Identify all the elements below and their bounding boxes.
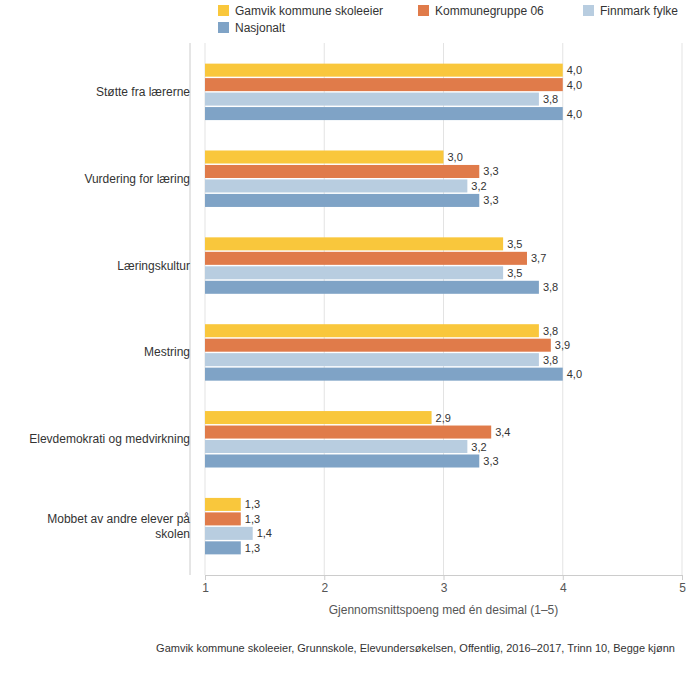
data-label: 3,8 xyxy=(543,93,558,105)
bar xyxy=(205,266,503,279)
data-label: 3,5 xyxy=(507,267,522,279)
grid xyxy=(205,43,682,575)
bar xyxy=(205,454,479,467)
chart: 1 2 3 4 5 Støtte fra lærerne Vurdering for lær… xyxy=(0,0,700,680)
bar xyxy=(205,541,241,554)
category-label: Mobbet av andre elever påskolen xyxy=(47,512,190,541)
tick-mark xyxy=(563,575,564,580)
bar xyxy=(205,64,563,77)
data-label: 3,2 xyxy=(471,180,486,192)
data-label: 4,0 xyxy=(567,79,582,91)
axis-title: Gjennomsnittspoeng med én desimal (1–5) xyxy=(329,603,558,617)
tick-mark xyxy=(324,575,325,580)
legend-swatch xyxy=(418,5,429,16)
data-label: 1,3 xyxy=(245,513,260,525)
bar xyxy=(205,368,563,381)
grid-line xyxy=(443,43,444,575)
legend-swatch xyxy=(218,22,229,33)
legend-swatch xyxy=(218,5,229,16)
category-label: Støtte fra lærerne xyxy=(96,85,190,99)
legend-label: Finnmark fylke xyxy=(600,4,678,18)
grid-line xyxy=(562,43,563,575)
bar xyxy=(205,411,432,424)
data-labels: 4,0 3,0 3,5 3,8 2,9 1,3 4,0 3,3 3,7 3,9 3,4 1,3 3,8 3… xyxy=(245,64,582,554)
axis-line xyxy=(206,576,683,581)
data-label: 3,8 xyxy=(543,281,558,293)
grid-line xyxy=(205,43,206,575)
legend: Gamvik kommune skoleeier Kommunegruppe 06… xyxy=(218,4,678,35)
data-label: 3,4 xyxy=(495,426,510,438)
tick-mark xyxy=(682,575,683,580)
grid-line xyxy=(682,43,683,575)
tick-mark xyxy=(205,575,206,580)
data-label: 3,7 xyxy=(531,252,546,264)
bar xyxy=(205,281,539,294)
data-label: 1,3 xyxy=(245,498,260,510)
tick: 3 xyxy=(441,575,448,595)
bar xyxy=(205,107,563,120)
bar xyxy=(205,324,539,337)
tick: 2 xyxy=(321,575,328,595)
tick-label: 1 xyxy=(202,581,209,595)
bar xyxy=(205,93,539,106)
bar xyxy=(205,165,479,178)
tick-label: 2 xyxy=(321,581,328,595)
bar xyxy=(205,498,241,511)
bar xyxy=(205,527,253,540)
data-label: 3,3 xyxy=(483,194,498,206)
bar xyxy=(205,353,539,366)
data-label: 3,2 xyxy=(471,441,486,453)
x-axis: 1 2 3 4 5 xyxy=(202,575,686,595)
annotation: Gamvik kommune skoleeier, Grunnskole, El… xyxy=(156,642,675,654)
legend-label: Gamvik kommune skoleeier xyxy=(235,4,383,18)
tick: 1 xyxy=(202,575,209,595)
bar xyxy=(205,179,467,192)
data-label: 4,0 xyxy=(567,368,582,380)
data-label: 2,9 xyxy=(436,412,451,424)
category-label: Vurdering for læring xyxy=(84,172,190,186)
bar xyxy=(205,150,444,163)
bar xyxy=(205,512,241,525)
tick: 4 xyxy=(560,575,567,595)
category-label: Elevdemokrati og medvirkning xyxy=(29,432,190,446)
bar xyxy=(205,78,563,91)
data-label: 1,4 xyxy=(257,527,272,539)
bar xyxy=(205,339,551,352)
tick-label: 3 xyxy=(441,581,448,595)
data-label: 3,9 xyxy=(555,339,570,351)
data-label: 1,3 xyxy=(245,542,260,554)
data-label: 3,3 xyxy=(483,455,498,467)
data-label: 4,0 xyxy=(567,108,582,120)
tick-mark xyxy=(444,575,445,580)
bar xyxy=(205,237,503,250)
data-label: 3,0 xyxy=(448,151,463,163)
tick: 5 xyxy=(679,575,686,595)
y-axis: Støtte fra lærerne Vurdering for læring Læ… xyxy=(29,85,190,541)
category-label: Mestring xyxy=(144,345,190,359)
tick-label: 5 xyxy=(679,581,686,595)
tick-label: 4 xyxy=(560,581,567,595)
legend-label: Nasjonalt xyxy=(235,21,286,35)
legend-label: Kommunegruppe 06 xyxy=(435,4,544,18)
bars xyxy=(205,64,563,555)
bar xyxy=(205,440,467,453)
data-label: 3,8 xyxy=(543,354,558,366)
bar xyxy=(205,252,527,265)
bar xyxy=(205,426,491,439)
data-label: 3,5 xyxy=(507,238,522,250)
data-label: 3,3 xyxy=(483,165,498,177)
data-label: 3,8 xyxy=(543,325,558,337)
grid-line xyxy=(324,43,325,575)
bar xyxy=(205,194,479,207)
category-label: Læringskultur xyxy=(117,259,190,273)
data-label: 4,0 xyxy=(567,64,582,76)
legend-swatch xyxy=(583,5,594,16)
y-axis-line xyxy=(190,43,191,575)
